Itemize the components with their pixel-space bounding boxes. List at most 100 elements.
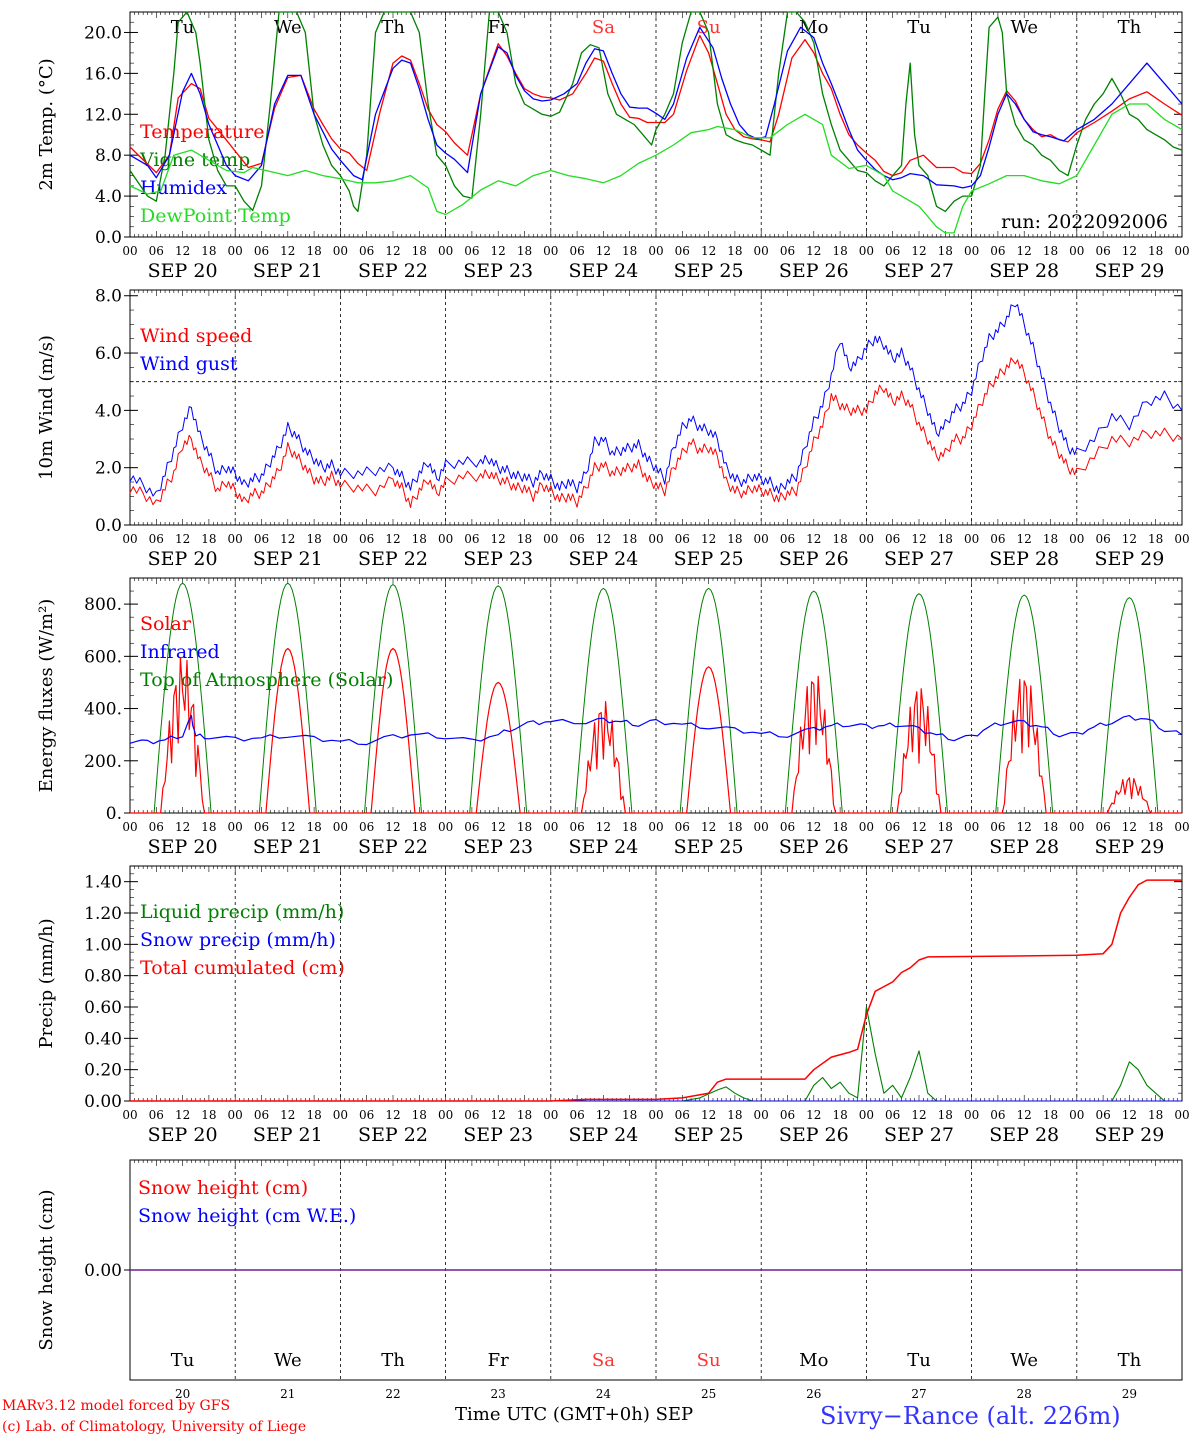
- hour-tick-label: 06: [885, 244, 900, 258]
- y-tick-label: 0.: [106, 804, 122, 824]
- legend-entry: Snow precip (mm/h): [140, 929, 336, 951]
- hour-tick-label: 00: [648, 820, 663, 834]
- hour-tick-label: 18: [727, 532, 742, 546]
- legend-entry: Snow height (cm): [138, 1177, 308, 1199]
- hour-tick-label: 00: [438, 532, 453, 546]
- hour-tick-label: 18: [517, 820, 532, 834]
- day-label-top: Tu: [907, 17, 931, 38]
- hour-tick-label: 06: [990, 532, 1005, 546]
- hour-tick-label: 00: [964, 532, 979, 546]
- hour-tick-label: 12: [280, 820, 295, 834]
- date-label: SEP 25: [674, 548, 744, 570]
- hour-tick-label: 00: [648, 1108, 663, 1122]
- hour-tick-label: 00: [543, 532, 558, 546]
- day-number: 21: [280, 1387, 295, 1401]
- y-tick-label: 0.00: [84, 1092, 122, 1112]
- toa-solar-line: [761, 590, 867, 814]
- hour-tick-label: 12: [806, 820, 821, 834]
- date-label: SEP 23: [463, 836, 533, 858]
- solar-line: [340, 647, 446, 814]
- legend-entry: Top of Atmosphere (Solar): [140, 669, 393, 691]
- hour-tick-label: 18: [1043, 532, 1058, 546]
- day-number: 20: [175, 1387, 190, 1401]
- hour-tick-label: 18: [1043, 1108, 1058, 1122]
- hour-tick-label: 12: [175, 532, 190, 546]
- day-label-bottom: Th: [1118, 1350, 1142, 1371]
- legend-entry: Wind speed: [140, 325, 252, 347]
- hour-tick-label: 00: [964, 244, 979, 258]
- hour-tick-label: 06: [780, 820, 795, 834]
- hour-tick-label: 18: [832, 244, 847, 258]
- hour-tick-label: 00: [1174, 820, 1189, 834]
- hour-tick-label: 12: [1122, 532, 1137, 546]
- hour-tick-label: 00: [859, 532, 874, 546]
- x-axis-title: Time UTC (GMT+0h) SEP: [455, 1404, 694, 1425]
- day-label-top: Th: [1118, 17, 1142, 38]
- toa-solar-line: [656, 587, 762, 814]
- hour-tick-label: 06: [464, 244, 479, 258]
- hour-tick-label: 06: [885, 820, 900, 834]
- hour-tick-label: 12: [701, 244, 716, 258]
- day-label-bottom: Su: [697, 1350, 721, 1371]
- date-label: SEP 22: [358, 836, 428, 858]
- hour-tick-label: 06: [990, 1108, 1005, 1122]
- hour-tick-label: 12: [385, 532, 400, 546]
- y-tick-label: 400.: [84, 700, 122, 720]
- date-label: SEP 27: [884, 1124, 954, 1146]
- hour-tick-label: 12: [175, 244, 190, 258]
- hour-tick-label: 06: [780, 1108, 795, 1122]
- day-number: 25: [701, 1387, 716, 1401]
- hour-tick-label: 12: [1122, 1108, 1137, 1122]
- hour-tick-label: 12: [911, 1108, 926, 1122]
- hour-tick-label: 06: [780, 244, 795, 258]
- hour-tick-label: 06: [569, 1108, 584, 1122]
- hour-tick-label: 00: [228, 1108, 243, 1122]
- hour-tick-label: 18: [306, 532, 321, 546]
- y-tick-label: 200.: [84, 752, 122, 772]
- date-label: SEP 27: [884, 260, 954, 282]
- hour-tick-label: 06: [885, 1108, 900, 1122]
- series-line-red: [130, 879, 1182, 1102]
- hour-tick-label: 06: [569, 244, 584, 258]
- panel-frame: [129, 11, 1183, 238]
- hour-tick-label: 00: [333, 820, 348, 834]
- hour-tick-label: 00: [648, 244, 663, 258]
- hour-tick-label: 12: [1122, 244, 1137, 258]
- legend-entry: Liquid precip (mm/h): [140, 901, 344, 923]
- solar-line: [445, 681, 551, 814]
- hour-tick-label: 18: [412, 820, 427, 834]
- hour-tick-label: 12: [911, 820, 926, 834]
- station-name: Sivry−Rance (alt. 226m): [820, 1402, 1121, 1430]
- y-tick-label: 0.60: [84, 998, 122, 1018]
- day-number: 28: [1017, 1387, 1032, 1401]
- date-label: SEP 21: [253, 548, 323, 570]
- day-label-bottom: Sa: [592, 1350, 615, 1371]
- hour-tick-label: 12: [385, 1108, 400, 1122]
- hour-tick-label: 18: [1148, 532, 1163, 546]
- hour-tick-label: 12: [596, 244, 611, 258]
- date-label: SEP 26: [779, 548, 849, 570]
- solar-line: [866, 688, 972, 814]
- toa-solar-line: [235, 582, 341, 814]
- hour-tick-label: 06: [1095, 1108, 1110, 1122]
- hour-tick-label: 06: [359, 532, 374, 546]
- hour-tick-label: 18: [727, 244, 742, 258]
- hour-tick-label: 00: [122, 1108, 137, 1122]
- legend-entry: Wind gust: [140, 353, 238, 375]
- hour-tick-label: 12: [701, 532, 716, 546]
- solar-line: [235, 647, 341, 814]
- toa-solar-line: [866, 593, 972, 814]
- series-line-dark_green: [130, 1006, 1182, 1102]
- hour-tick-label: 18: [727, 1108, 742, 1122]
- legend-entry: Temperature: [140, 121, 264, 143]
- date-label: SEP 28: [989, 548, 1059, 570]
- y-axis-title: 10m Wind (m/s): [36, 335, 57, 480]
- hour-tick-label: 06: [254, 820, 269, 834]
- hour-tick-label: 18: [306, 820, 321, 834]
- hour-tick-label: 00: [754, 820, 769, 834]
- hour-tick-label: 00: [754, 244, 769, 258]
- hour-tick-label: 06: [569, 532, 584, 546]
- hour-tick-label: 00: [754, 532, 769, 546]
- hour-tick-label: 12: [175, 820, 190, 834]
